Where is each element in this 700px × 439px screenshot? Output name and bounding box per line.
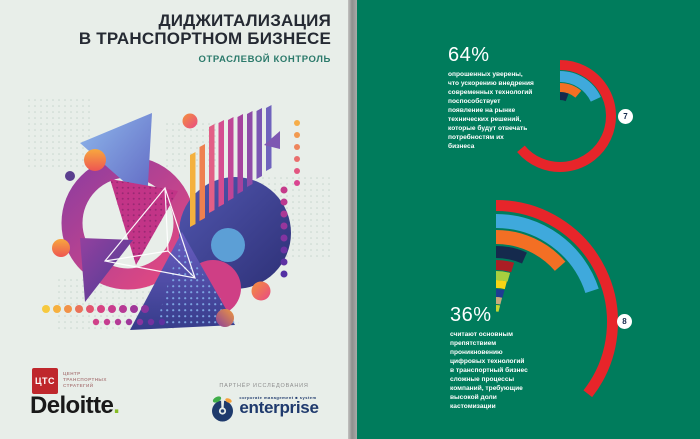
stat-badge: 7 [618, 109, 633, 124]
stat-value: 36% [450, 304, 492, 326]
report-subtitle: ОТРАСЛЕВОЙ КОНТРОЛЬ [198, 54, 331, 65]
light-blue-circle-shape [211, 228, 245, 262]
stat-value: 64% [448, 44, 490, 66]
partner-label: ПАРТНЁР ИССЛЕДОВАНИЯ [219, 383, 309, 389]
enterprise-wordmark: enterprise [239, 398, 319, 417]
striped-bars-shape [190, 105, 272, 227]
report-title: ДИДЖИТАЛИЗАЦИЯ В ТРАНСПОРТНОМ БИЗНЕСЕ [78, 11, 331, 48]
pink-dotted-overlay [110, 179, 178, 265]
stat-badge: 8 [617, 314, 632, 329]
dot-grid [166, 123, 226, 169]
abstract-geometric-artwork [28, 97, 330, 333]
chart-band-lime [495, 271, 511, 282]
page-fold [348, 0, 357, 439]
purple-triangle-shape [80, 238, 133, 302]
enterprise-logo-icon [212, 396, 234, 422]
chart-band-orange [495, 230, 566, 271]
chart-band-red [517, 60, 616, 172]
radial-charts [495, 60, 618, 398]
dot-row-bottom [42, 305, 166, 326]
chart-band-tan [495, 297, 503, 305]
cts-logo-mark: ЦТС [32, 368, 58, 394]
blue-triangle-shape [80, 113, 152, 202]
cts-abbr: ЦТС [34, 376, 56, 386]
dot-column-right [280, 120, 300, 278]
chart-band-yellow [495, 280, 507, 290]
chart-band-light-blue [495, 214, 599, 294]
chart-band-orange [559, 83, 582, 98]
chart-band-dark-red [495, 260, 515, 273]
small-purple-triangle [264, 131, 280, 149]
cover-page: ДИДЖИТАЛИЗАЦИЯ В ТРАНСПОРТНОМ БИЗНЕСЕ ОТ… [0, 0, 348, 439]
deloitte-wordmark: Deloitte [30, 392, 114, 419]
dot-grid [28, 97, 90, 167]
enterprise-tagline: corporate management ■ system [239, 395, 317, 400]
cts-logo-name: ЦЕНТР ТРАНСПОРТНЫХ СТРАТЕГИЙ [63, 371, 107, 388]
stat-block-36: 36% считают основным препятствием проник… [450, 304, 552, 411]
cts-logo: ЦТС ЦЕНТР ТРАНСПОРТНЫХ СТРАТЕГИЙ [32, 368, 107, 394]
accent-dots [52, 113, 271, 327]
cover-header: ДИДЖИТАЛИЗАЦИЯ В ТРАНСПОРТНОМ БИЗНЕСЕ ОТ… [78, 11, 331, 66]
deloitte-logo: Deloitte. [30, 392, 120, 420]
stat-description: опрошенных уверены, что ускорению внедре… [448, 71, 534, 150]
chart-band-royal-blue [495, 289, 505, 298]
wireframe-tetrahedron [103, 186, 196, 279]
partner-block: ПАРТНЁР ИССЛЕДОВАНИЯ corporate managemen… [200, 383, 328, 423]
enterprise-logo: corporate management ■ system enterprise [200, 395, 328, 423]
chart-band-navy [495, 246, 527, 264]
stat-block-64: 64% опрошенных уверены, что ускорению вн… [448, 44, 550, 151]
chart-band-navy [559, 92, 569, 102]
stats-page: 64% опрошенных уверены, что ускорению вн… [357, 0, 700, 439]
stat-description: считают основным препятствием проникнове… [450, 331, 528, 410]
enterprise-logo-text: corporate management ■ system enterprise [239, 395, 319, 417]
blue-dotted-triangle [156, 243, 240, 325]
chart-band-light-blue [559, 71, 601, 102]
chart-band-red [495, 200, 618, 398]
deloitte-green-dot: . [113, 392, 120, 419]
